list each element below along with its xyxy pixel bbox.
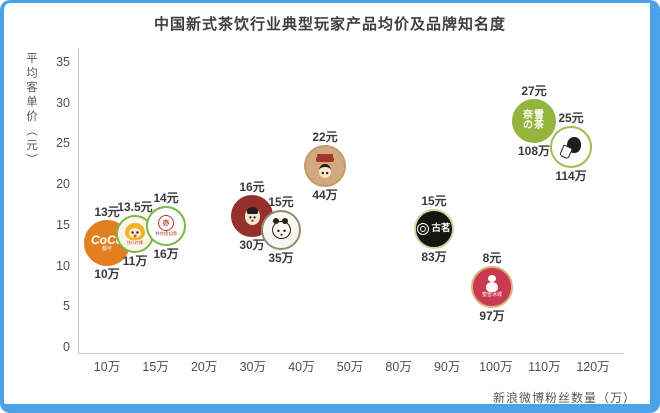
- y-axis-tick-label: 10: [56, 258, 70, 273]
- ribbon-boy-logo: [304, 145, 346, 187]
- ink-figure-logo: [261, 210, 301, 250]
- chayanyuese-emblem-icon: [244, 206, 260, 225]
- data-point-shuyi: 14元书亦烧仙草16万: [146, 191, 186, 261]
- followers-label: 97万: [479, 309, 505, 323]
- guming-logo: 古茗: [414, 209, 454, 249]
- data-point-guming: 15元 古茗 83万: [414, 194, 454, 264]
- followers-label: 30万: [239, 238, 265, 252]
- x-axis-tick-label: 15万: [142, 360, 169, 374]
- followers-label: 108万: [517, 144, 551, 158]
- price-label: 22元: [312, 130, 338, 144]
- x-axis-tick-label: 40万: [288, 360, 315, 374]
- ink-figure-emblem-icon: [271, 218, 291, 239]
- y-axis-tick-label: 30: [56, 95, 70, 110]
- y-axis-title: 平均客单价（元）: [25, 52, 37, 168]
- y-axis-tick-label: 0: [63, 339, 70, 354]
- x-axis-tick-label: 20万: [190, 360, 218, 374]
- x-axis-tick-label: 10万: [93, 360, 121, 374]
- y-axis-line: [78, 48, 79, 354]
- mixue-emblem-icon: [485, 275, 500, 293]
- data-point-naixue: 27元 奈雪 の茶 108万: [512, 84, 556, 158]
- shuyi-logo: 书亦烧仙草: [146, 206, 186, 246]
- ribbon-boy-emblem-icon: [314, 156, 336, 178]
- data-point-mixue: 8元 蜜雪冰城 97万: [471, 251, 513, 323]
- followers-label: 10万: [94, 267, 120, 281]
- followers-label: 114万: [555, 169, 587, 183]
- y-axis-tick-label: 25: [56, 136, 70, 151]
- y-axis-tick-label: 5: [63, 299, 70, 314]
- price-label: 15元: [421, 194, 447, 208]
- price-label: 13.5元: [117, 200, 153, 214]
- y-axis-tick-label: 15: [56, 217, 70, 232]
- x-axis-tick-label: 80万: [385, 360, 412, 374]
- happy-lemon-emblem-icon: [125, 222, 145, 240]
- chart-title: 中国新式茶饮行业典型玩家产品均价及品牌知名度: [153, 16, 506, 33]
- followers-label: 44万: [312, 188, 338, 202]
- x-axis-tick-label: 110万: [528, 360, 561, 374]
- heytea-logo: [550, 126, 592, 168]
- data-point-ink-figure: 15元 35万: [261, 195, 301, 265]
- price-label: 13元: [94, 205, 120, 219]
- heytea-emblem-icon: [560, 136, 582, 158]
- price-label: 8元: [482, 251, 502, 265]
- y-axis-tick-label: 20: [56, 177, 70, 192]
- shuyi-emblem-icon: [158, 215, 174, 232]
- x-axis-tick-label: 100万: [479, 360, 513, 374]
- x-axis-tick-label: 30万: [239, 360, 266, 374]
- naixue-logo: 奈雪 の茶: [512, 99, 556, 143]
- followers-label: 83万: [421, 250, 447, 264]
- followers-label: 11万: [122, 254, 148, 268]
- mixue-logo: 蜜雪冰城: [471, 266, 513, 308]
- followers-label: 35万: [268, 251, 294, 265]
- price-label: 15元: [268, 195, 294, 209]
- x-axis-tick-label: 90万: [433, 360, 461, 374]
- data-point-ribbon-boy: 22元 44万: [304, 130, 346, 202]
- x-axis-tick-label: 120万: [576, 360, 610, 374]
- followers-label: 16万: [153, 247, 179, 261]
- x-axis-tick-label: 50万: [336, 360, 364, 374]
- y-axis-tick-label: 35: [56, 55, 70, 69]
- x-axis-line: [78, 353, 624, 354]
- price-label: 25元: [558, 111, 584, 125]
- data-point-heytea: 25元 114万: [550, 111, 592, 183]
- x-axis-title: 新浪微博粉丝数量（万）: [492, 391, 636, 405]
- price-label: 14元: [153, 191, 179, 205]
- price-label: 27元: [521, 84, 547, 98]
- guming-emblem-icon: [417, 223, 430, 235]
- price-label: 16元: [239, 180, 265, 194]
